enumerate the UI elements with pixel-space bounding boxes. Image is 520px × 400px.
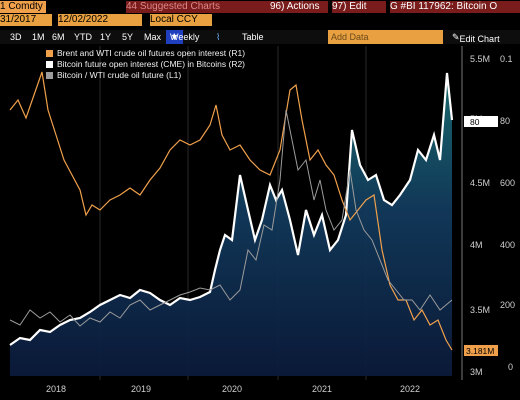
suggested-label: Suggested Charts <box>139 1 220 12</box>
actions-button[interactable]: 96) Actions <box>270 1 328 13</box>
r1-tick: 400 <box>500 240 515 250</box>
legend-item-ratio[interactable]: Bitcoin / WTI crude oil future (L1) <box>46 70 245 81</box>
legend-swatch-gray <box>46 72 53 79</box>
x-tick: 2022 <box>400 384 420 394</box>
ratio-line <box>9 109 453 327</box>
right-outer-axis: 0.1 80 600 400 200 0 <box>500 54 515 372</box>
legend-swatch-orange <box>46 50 53 57</box>
r2-tick: 3M <box>470 367 483 377</box>
title-label: G #BI 117962: Bitcoin O <box>390 1 498 12</box>
currency-field[interactable]: Local CCY <box>150 14 212 26</box>
add-data-input[interactable]: Add Data <box>328 30 443 44</box>
period-1y[interactable]: 1Y <box>100 32 112 42</box>
period-max[interactable]: Max <box>144 32 162 42</box>
x-axis: 2018 2019 2020 2021 2022 <box>46 384 420 394</box>
period-5y[interactable]: 5Y <box>122 32 134 42</box>
currency-label: Local CCY <box>150 14 198 25</box>
edit-chart-button[interactable]: ✎ Edit Chart <box>452 32 500 44</box>
x-tick: 2019 <box>131 384 151 394</box>
bitcoin-oi-area <box>10 73 452 376</box>
edit-num: 97) <box>332 1 347 12</box>
table-button[interactable]: Table <box>242 32 264 42</box>
r1-tick: 200 <box>500 300 515 310</box>
x-tick: 2021 <box>312 384 332 394</box>
suggested-charts-button[interactable]: 44 Suggested Charts <box>126 1 270 13</box>
r1-tick: 0 <box>508 362 513 372</box>
actions-label: Actions <box>286 1 320 12</box>
line-style-icon[interactable]: ⌇ <box>216 32 221 42</box>
period-1m[interactable]: 1M <box>32 32 45 42</box>
date-start-field[interactable]: 31/2017 <box>0 14 52 26</box>
interval-label: Weekly <box>170 32 200 42</box>
r2-tick: 3.5M <box>470 305 490 315</box>
period-3d[interactable]: 3D <box>10 32 22 42</box>
security-field[interactable]: 1 Comdty <box>0 1 46 13</box>
last-value-text: 3.181M <box>466 346 494 356</box>
last-value-badge-top <box>464 116 498 127</box>
legend-label: Brent and WTI crude oil futures open int… <box>57 48 246 58</box>
legend-label: Bitcoin future open interest (CME) in Bi… <box>57 59 246 69</box>
r1-tick: 0.1 <box>500 54 513 64</box>
bitcoin-oi-line <box>9 72 454 346</box>
suggested-num: 44 <box>126 1 138 12</box>
x-tick: 2020 <box>222 384 242 394</box>
right-inner-axis: 5.5M 5M 4.5M 4M 3.5M 3M <box>470 54 490 377</box>
last-value-top-text: 80 <box>470 117 480 127</box>
actions-num: 96) <box>270 1 285 12</box>
r1-tick: 80 <box>500 116 510 126</box>
top-toolbar: 1 Comdty 31/2017 12/02/2022 Local CCY 44… <box>0 0 520 26</box>
r2-tick: 4.5M <box>470 178 490 188</box>
date-end-field[interactable]: 12/02/2022 <box>58 14 142 26</box>
r2-tick: 4M <box>470 240 483 250</box>
period-6m[interactable]: 6M <box>52 32 65 42</box>
edit-label: Edit <box>349 1 367 12</box>
interval-dropdown[interactable]: Weekly ▼ <box>166 30 199 44</box>
legend-label: Bitcoin / WTI crude oil future (L1) <box>57 70 182 80</box>
security-label: 1 Comdty <box>0 1 43 12</box>
date-start-label: 31/2017 <box>0 14 37 25</box>
legend-swatch-white <box>46 61 53 68</box>
r2-tick: 5.5M <box>470 54 490 64</box>
legend-item-bitcoin[interactable]: Bitcoin future open interest (CME) in Bi… <box>46 59 245 70</box>
last-value-badge <box>464 345 498 356</box>
chart-legend: Brent and WTI crude oil futures open int… <box>46 48 245 81</box>
r1-tick: 600 <box>500 178 515 188</box>
legend-item-crude[interactable]: Brent and WTI crude oil futures open int… <box>46 48 245 59</box>
period-ytd[interactable]: YTD <box>74 32 92 42</box>
x-tick: 2018 <box>46 384 66 394</box>
chart-title: G #BI 117962: Bitcoin O <box>390 1 520 13</box>
edit-button[interactable]: 97) Edit <box>332 1 386 13</box>
edit-chart-label: Edit Chart <box>459 34 500 44</box>
period-toolbar: 3D 1M 6M YTD 1Y 5Y Max Weekly ▼ ⌇ Table … <box>0 30 520 44</box>
date-end-label: 12/02/2022 <box>58 14 109 25</box>
crude-oi-line <box>9 71 453 351</box>
